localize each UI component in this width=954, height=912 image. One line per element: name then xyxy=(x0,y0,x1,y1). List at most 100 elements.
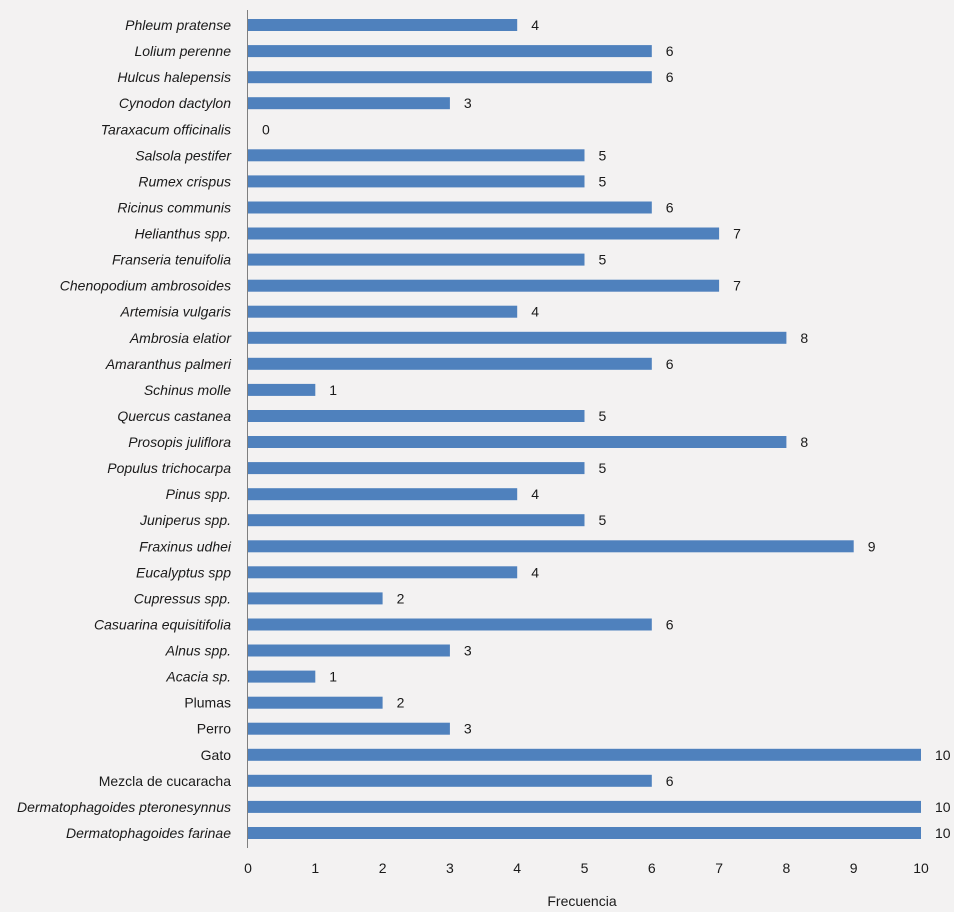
category-label: Schinus molle xyxy=(144,382,231,398)
bars-layer xyxy=(248,19,921,839)
category-label: Helianthus spp. xyxy=(134,226,231,242)
category-label: Pinus spp. xyxy=(166,486,231,502)
category-label: Prosopis juliflora xyxy=(128,434,231,450)
bar xyxy=(248,279,720,292)
data-label: 4 xyxy=(531,486,539,502)
data-label: 3 xyxy=(464,721,472,737)
x-tick-label: 9 xyxy=(850,860,858,876)
data-label: 6 xyxy=(666,617,674,633)
bar xyxy=(248,774,652,787)
data-label: 4 xyxy=(531,304,539,320)
bar xyxy=(248,618,652,631)
value-labels-layer: 4 6 6 3 0 5 5 6 7 5 7 4 8 6 1 5 8 5 4 5 9 4 2 6 3 1 2 3 10 6 10 10 xyxy=(262,17,951,841)
bar xyxy=(248,45,652,58)
data-label: 5 xyxy=(599,252,607,268)
category-label: Cynodon dactylon xyxy=(119,95,231,111)
x-tick-labels-layer: 0 1 2 3 4 5 6 7 8 9 10 xyxy=(244,860,929,876)
bar xyxy=(248,410,585,422)
data-label: 8 xyxy=(800,434,808,450)
data-label: 10 xyxy=(935,799,951,815)
category-label: Ambrosia elatior xyxy=(129,330,232,346)
category-label: Salsola pestifer xyxy=(135,147,232,163)
category-label: Alnus spp. xyxy=(165,643,231,659)
x-tick-label: 5 xyxy=(581,860,589,876)
category-label: Ricinus communis xyxy=(117,200,231,216)
data-label: 1 xyxy=(329,669,337,685)
category-label: Phleum pratense xyxy=(125,17,231,33)
category-labels-layer: Phleum pratense Lolium perenne Hulcus hale… xyxy=(17,17,232,841)
x-tick-label: 3 xyxy=(446,860,454,876)
data-label: 7 xyxy=(733,278,741,294)
category-label: Populus trichocarpa xyxy=(107,460,231,476)
bar xyxy=(248,696,383,709)
x-tick-label: 7 xyxy=(715,860,723,876)
category-label: Gato xyxy=(201,747,232,763)
bar xyxy=(248,566,518,579)
category-label: Perro xyxy=(197,721,231,737)
data-label: 0 xyxy=(262,121,270,137)
data-label: 5 xyxy=(599,512,607,528)
data-label: 7 xyxy=(733,226,741,242)
bar xyxy=(248,383,316,396)
bar xyxy=(248,71,652,84)
category-label: Quercus castanea xyxy=(117,408,231,424)
bar xyxy=(248,827,921,839)
x-tick-label: 6 xyxy=(648,860,656,876)
bar xyxy=(248,201,652,214)
bar xyxy=(248,670,316,683)
x-tick-label: 4 xyxy=(513,860,521,876)
data-label: 2 xyxy=(397,590,405,606)
category-label: Amaranthus palmeri xyxy=(105,356,232,372)
data-label: 3 xyxy=(464,643,472,659)
bar xyxy=(248,514,585,527)
category-label: Franseria tenuifolia xyxy=(112,252,231,268)
category-label: Fraxinus udhei xyxy=(139,538,232,554)
data-label: 5 xyxy=(599,173,607,189)
bar xyxy=(248,800,921,813)
x-tick-label: 0 xyxy=(244,860,252,876)
x-axis-title: Frecuencia xyxy=(547,893,616,909)
bar xyxy=(248,540,854,553)
bar xyxy=(248,748,921,761)
data-label: 3 xyxy=(464,95,472,111)
data-label: 6 xyxy=(666,200,674,216)
data-label: 10 xyxy=(935,747,951,763)
category-label: Acacia sp. xyxy=(165,669,231,685)
bar xyxy=(248,305,518,318)
category-label: Lolium perenne xyxy=(134,43,231,59)
bar xyxy=(248,175,585,188)
category-label: Rumex crispus xyxy=(138,173,231,189)
x-tick-label: 1 xyxy=(311,860,319,876)
bar xyxy=(248,227,720,240)
category-label: Cupressus spp. xyxy=(134,590,231,606)
data-label: 4 xyxy=(531,564,539,580)
category-label: Eucalyptus spp xyxy=(136,564,231,580)
category-label: Chenopodium ambrosoides xyxy=(60,278,231,294)
category-label: Mezcla de cucaracha xyxy=(99,773,232,789)
data-label: 6 xyxy=(666,43,674,59)
data-label: 6 xyxy=(666,356,674,372)
category-label: Taraxacum officinalis xyxy=(101,121,231,137)
data-label: 6 xyxy=(666,773,674,789)
bar xyxy=(248,436,787,448)
bar xyxy=(248,722,450,735)
x-tick-label: 2 xyxy=(379,860,387,876)
data-label: 1 xyxy=(329,382,337,398)
data-label: 9 xyxy=(868,538,876,554)
bar xyxy=(248,149,585,162)
bar xyxy=(248,357,652,370)
category-label: Casuarina equisitifolia xyxy=(94,617,231,633)
data-label: 6 xyxy=(666,69,674,85)
bar xyxy=(248,644,450,657)
data-label: 2 xyxy=(397,695,405,711)
category-label: Dermatophagoides pteronesynnus xyxy=(17,799,231,815)
category-label: Dermatophagoides farinae xyxy=(66,825,231,841)
data-label: 4 xyxy=(531,17,539,33)
data-label: 5 xyxy=(599,460,607,476)
data-label: 5 xyxy=(599,408,607,424)
bar xyxy=(248,97,450,110)
x-tick-label: 8 xyxy=(783,860,791,876)
data-label: 8 xyxy=(800,330,808,346)
